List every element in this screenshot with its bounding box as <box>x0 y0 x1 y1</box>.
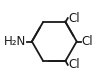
Text: Cl: Cl <box>68 12 80 25</box>
Text: Cl: Cl <box>82 35 93 48</box>
Text: Cl: Cl <box>68 58 80 71</box>
Text: H₂N: H₂N <box>4 35 27 48</box>
